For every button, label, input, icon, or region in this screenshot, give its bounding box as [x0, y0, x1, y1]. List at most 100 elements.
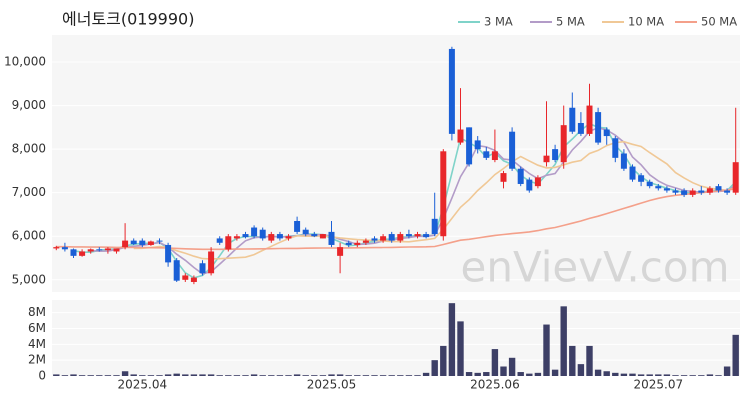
volume-bar — [414, 375, 421, 376]
volume-bar — [526, 373, 533, 376]
volume-bar — [397, 375, 404, 376]
volume-bar — [586, 345, 593, 376]
volume-bar — [440, 345, 447, 376]
candle-body — [543, 155, 550, 163]
y-tick-label: 5,000 — [12, 272, 46, 286]
x-tick-label: 2025.06 — [470, 378, 520, 392]
legend-label: 10 MA — [628, 15, 664, 29]
volume-bar — [577, 364, 585, 376]
candle-body — [397, 234, 404, 241]
candle-body — [345, 242, 352, 245]
y-tick-label: 9,000 — [12, 98, 46, 112]
volume-bar — [233, 375, 241, 376]
candle-body — [173, 260, 180, 281]
volume-bar — [96, 375, 103, 376]
legend-label: 5 MA — [556, 15, 585, 29]
candle-body — [276, 234, 283, 239]
candle-body — [311, 234, 318, 237]
volume-bar — [311, 375, 318, 376]
volume-bar — [87, 375, 94, 376]
volume-bar — [422, 372, 430, 376]
candle-body — [208, 251, 215, 274]
candle-body — [526, 179, 533, 191]
candle-body — [560, 125, 567, 163]
candle-body — [156, 240, 163, 242]
volume-bar — [698, 375, 705, 376]
y-tick-label: 6M — [28, 321, 46, 335]
volume-bar — [78, 375, 86, 376]
volume-bar — [182, 374, 189, 376]
volume-bar — [543, 324, 550, 376]
candle-body — [362, 240, 369, 243]
volume-bar — [457, 321, 464, 376]
candle-body — [380, 236, 387, 241]
candle-body — [414, 234, 421, 237]
candle-body — [371, 238, 378, 241]
candle-body — [104, 248, 111, 251]
candle-body — [586, 105, 593, 134]
candle-body — [457, 129, 464, 143]
legend-label: 3 MA — [484, 15, 513, 29]
volume-panel — [52, 300, 740, 376]
candle-body — [663, 188, 670, 191]
candle-body — [732, 162, 739, 193]
candle-body — [242, 234, 249, 238]
volume-bar — [551, 369, 559, 376]
candle-body — [216, 238, 223, 243]
candle-body — [595, 112, 602, 143]
volume-bar — [268, 375, 275, 376]
volume-bar — [130, 374, 137, 376]
y-tick-label: 2M — [28, 353, 46, 367]
y-tick-label: 8M — [28, 305, 46, 319]
candle-body — [122, 240, 129, 248]
candle-body — [147, 241, 154, 245]
candle-body — [354, 242, 361, 245]
candle-body — [509, 131, 516, 169]
candle-body — [681, 190, 688, 195]
candle-body — [724, 190, 731, 193]
volume-bar — [164, 374, 172, 376]
candle-body — [70, 249, 77, 256]
candle-body — [259, 229, 266, 239]
y-tick-label: 7,000 — [12, 185, 46, 199]
volume-bar — [517, 372, 524, 376]
volume-bar — [250, 374, 258, 376]
candle-body — [294, 220, 301, 232]
volume-bar — [672, 375, 679, 376]
candle-body — [130, 240, 137, 245]
candle-body — [620, 153, 627, 169]
volume-bar — [156, 375, 163, 376]
candle-body — [405, 234, 412, 237]
candle-body — [302, 229, 309, 235]
candle-body — [139, 240, 146, 245]
volume-bar — [465, 372, 473, 376]
legend-label: 50 MA — [701, 15, 737, 29]
candle-body — [87, 249, 94, 252]
volume-bar — [225, 375, 232, 376]
candle-body — [569, 107, 576, 132]
volume-bar — [534, 372, 542, 376]
candle-body — [423, 234, 430, 238]
volume-bar — [302, 375, 309, 376]
candle-body — [388, 234, 395, 241]
volume-bar — [379, 375, 387, 376]
volume-bar — [594, 369, 602, 376]
volume-bar — [483, 372, 490, 376]
volume-bar — [663, 374, 671, 376]
candle-body — [268, 234, 275, 241]
candle-body — [190, 277, 197, 282]
candle-body — [285, 236, 292, 239]
candle-body — [517, 168, 524, 184]
volume-bar — [508, 357, 516, 376]
candle-body — [113, 248, 120, 252]
volume-bar — [190, 374, 198, 376]
candle-body — [698, 190, 705, 193]
volume-bar — [362, 375, 370, 376]
y-tick-label: 10,000 — [4, 55, 46, 69]
volume-bar — [569, 345, 576, 376]
candle-body — [328, 231, 335, 245]
candle-body — [474, 140, 481, 150]
volume-bar — [388, 375, 395, 376]
candle-body — [483, 151, 490, 158]
